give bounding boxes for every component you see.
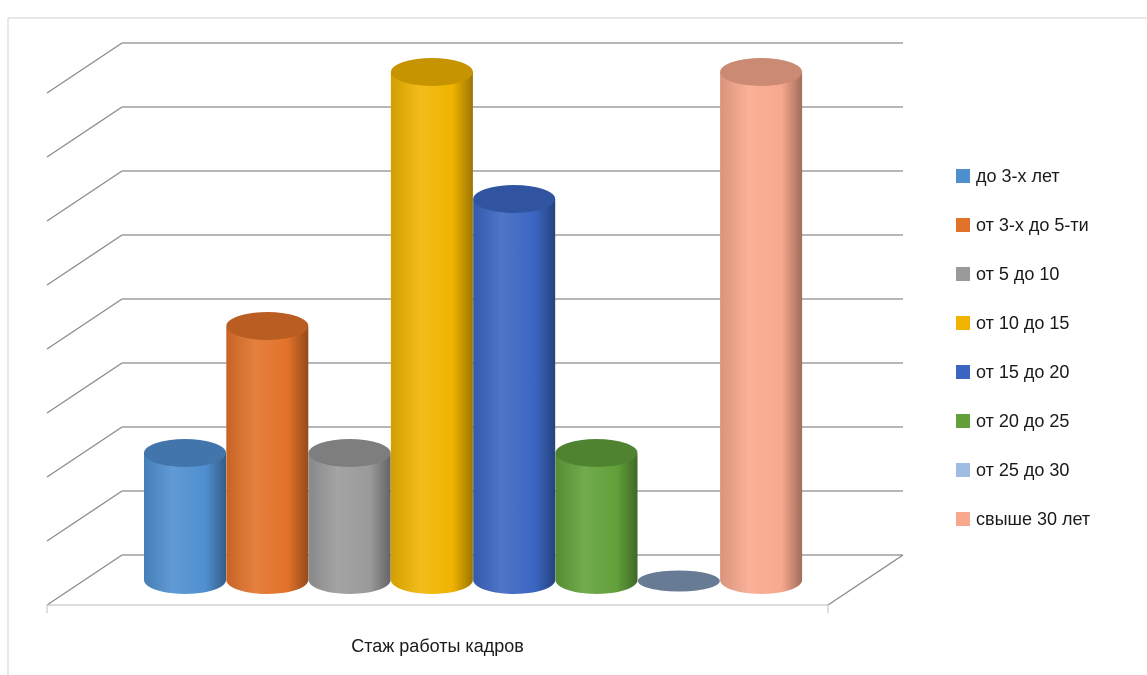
legend-item: от 25 до 30 xyxy=(956,460,1069,480)
legend-label: от 15 до 20 xyxy=(976,362,1069,382)
legend-swatch xyxy=(956,267,970,281)
legend-item: от 3-х до 5-ти xyxy=(956,215,1089,235)
legend-swatch xyxy=(956,512,970,526)
legend-label: от 5 до 10 xyxy=(976,264,1059,284)
legend-swatch xyxy=(956,218,970,232)
legend-label: до 3-х лет xyxy=(976,166,1060,186)
legend-label: от 3-х до 5-ти xyxy=(976,215,1089,235)
legend-swatch xyxy=(956,414,970,428)
legend-label: от 20 до 25 xyxy=(976,411,1069,431)
legend-label: от 25 до 30 xyxy=(976,460,1069,480)
legend-item: свыше 30 лет xyxy=(956,509,1090,529)
bar-5 xyxy=(473,185,556,594)
legend: до 3-х лет от 3-х до 5-ти от 5 до 10 от 10 … xyxy=(956,166,1090,529)
legend-swatch xyxy=(956,316,970,330)
legend-label: свыше 30 лет xyxy=(976,509,1090,529)
legend-swatch xyxy=(956,463,970,477)
bar-1 xyxy=(144,439,226,594)
legend-swatch xyxy=(956,365,970,379)
bars xyxy=(144,58,803,594)
bar-3 xyxy=(308,439,391,594)
bar-6 xyxy=(555,439,638,594)
bar-4 xyxy=(390,58,473,594)
legend-item: от 20 до 25 xyxy=(956,411,1069,431)
bar-2 xyxy=(226,312,309,594)
legend-item: от 15 до 20 xyxy=(956,362,1069,382)
legend-item: от 5 до 10 xyxy=(956,264,1059,284)
category-label: Стаж работы кадров xyxy=(351,636,524,656)
cut-off-heading-remnant xyxy=(0,0,1147,10)
legend-item: от 10 до 15 xyxy=(956,313,1069,333)
bar-7 xyxy=(637,570,720,592)
floor-right-edge xyxy=(827,554,904,606)
category-axis: Стаж работы кадров xyxy=(46,605,829,656)
legend-swatch xyxy=(956,169,970,183)
legend-label: от 10 до 15 xyxy=(976,313,1069,333)
chart-floor xyxy=(47,554,904,606)
gridline xyxy=(46,42,903,94)
bar-8 xyxy=(720,58,803,594)
legend-item: до 3-х лет xyxy=(956,166,1060,186)
